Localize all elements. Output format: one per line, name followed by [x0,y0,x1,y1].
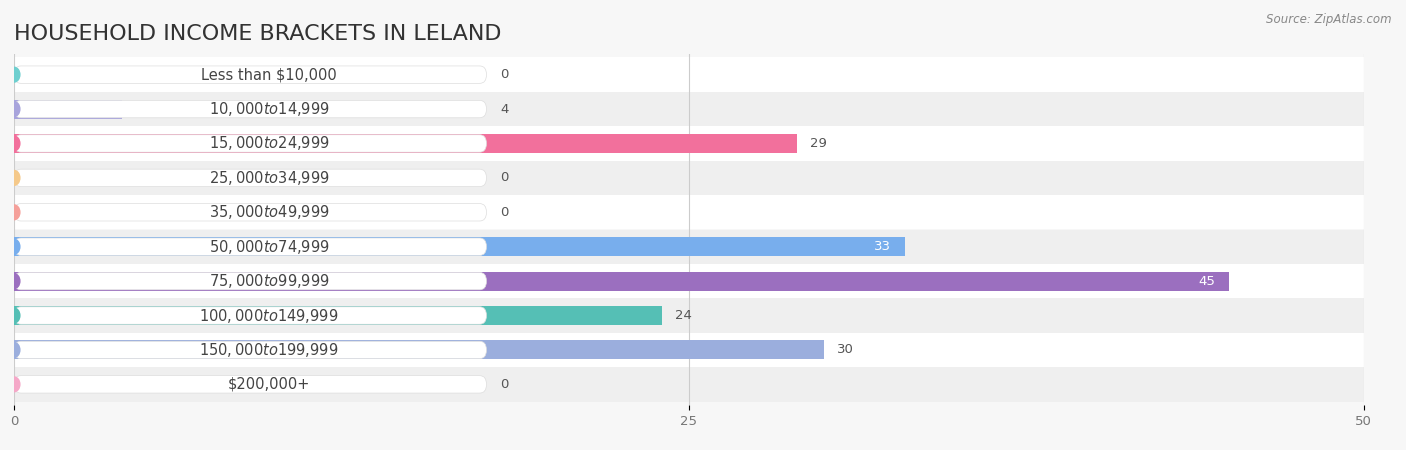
Text: 4: 4 [501,103,509,116]
Bar [14,58,1364,92]
Circle shape [8,171,20,185]
FancyBboxPatch shape [14,376,486,393]
FancyBboxPatch shape [14,307,486,324]
Text: $15,000 to $24,999: $15,000 to $24,999 [208,135,329,153]
Bar [14,298,1364,333]
Bar [14,367,1364,401]
Text: $200,000+: $200,000+ [228,377,311,392]
FancyBboxPatch shape [14,66,486,83]
Text: 0: 0 [501,171,509,184]
Text: 33: 33 [875,240,891,253]
FancyBboxPatch shape [14,238,486,256]
Bar [14,195,1364,230]
Circle shape [8,308,20,323]
Bar [14,237,905,256]
Circle shape [8,136,20,151]
Bar [14,272,1229,291]
FancyBboxPatch shape [14,203,486,221]
Bar [14,134,797,153]
FancyBboxPatch shape [14,135,486,152]
Text: 45: 45 [1198,274,1215,288]
Text: $35,000 to $49,999: $35,000 to $49,999 [208,203,329,221]
Text: HOUSEHOLD INCOME BRACKETS IN LELAND: HOUSEHOLD INCOME BRACKETS IN LELAND [14,24,502,44]
FancyBboxPatch shape [14,100,486,118]
Bar [14,99,122,118]
Text: 0: 0 [501,378,509,391]
Bar [14,161,1364,195]
Text: $100,000 to $149,999: $100,000 to $149,999 [200,306,339,324]
FancyBboxPatch shape [14,169,486,187]
Bar [14,341,824,360]
FancyBboxPatch shape [14,272,486,290]
Text: $25,000 to $34,999: $25,000 to $34,999 [208,169,329,187]
FancyBboxPatch shape [14,341,486,359]
Text: 24: 24 [675,309,692,322]
Text: 29: 29 [810,137,827,150]
Text: 30: 30 [838,343,855,356]
Text: $75,000 to $99,999: $75,000 to $99,999 [208,272,329,290]
Text: Source: ZipAtlas.com: Source: ZipAtlas.com [1267,14,1392,27]
Bar [14,264,1364,298]
Circle shape [8,102,20,117]
Circle shape [8,205,20,220]
Circle shape [8,239,20,254]
Circle shape [8,67,20,82]
Bar [14,126,1364,161]
Circle shape [8,274,20,288]
Bar [14,92,1364,126]
Text: $150,000 to $199,999: $150,000 to $199,999 [200,341,339,359]
Text: 0: 0 [501,206,509,219]
Circle shape [8,342,20,357]
Text: $10,000 to $14,999: $10,000 to $14,999 [208,100,329,118]
Text: $50,000 to $74,999: $50,000 to $74,999 [208,238,329,256]
Bar [14,306,662,325]
Circle shape [8,377,20,392]
Bar [14,230,1364,264]
Text: 0: 0 [501,68,509,81]
Text: Less than $10,000: Less than $10,000 [201,67,337,82]
Bar [14,333,1364,367]
